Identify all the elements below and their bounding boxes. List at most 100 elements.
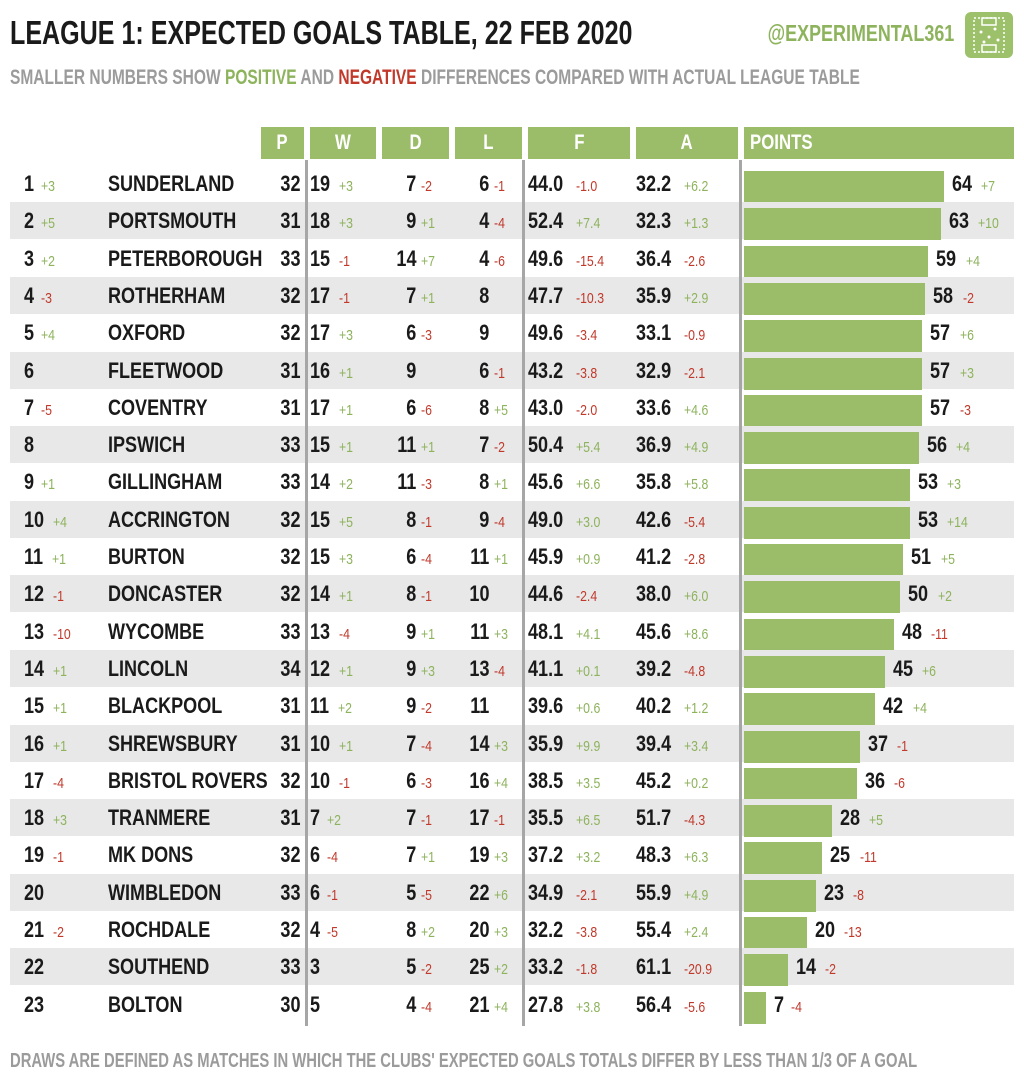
played-value: 32 xyxy=(279,917,300,942)
points-value: 37 xyxy=(867,730,888,756)
losses-num: 11 xyxy=(455,538,489,578)
wins-value: 19 xyxy=(310,171,331,196)
draws-cell: 9 xyxy=(382,352,452,389)
goals-against-value: 61.1 xyxy=(636,954,672,980)
losses-cell: 13 -4 xyxy=(455,650,525,687)
losses-value: 10 xyxy=(468,581,489,607)
rank-cell: 14 +1 xyxy=(24,650,104,687)
wins-cell: 12 +1 xyxy=(310,650,380,687)
goals-against-cell: 36.9 +4.9 xyxy=(636,426,736,463)
played-cell: 31 xyxy=(260,687,300,724)
wins-cell: 10 +1 xyxy=(310,725,380,762)
wins-cell: 17 +1 xyxy=(310,389,380,426)
draws-num: 9 xyxy=(382,687,416,727)
goals-against-cell: 42.6 -5.4 xyxy=(636,501,736,538)
rank-cell: 22 xyxy=(24,948,104,985)
goals-for-diff: -2.4 xyxy=(575,588,598,606)
wins-value: 14 xyxy=(310,581,331,607)
draws-num: 6 xyxy=(382,538,416,578)
draws-cell: 9 -2 xyxy=(382,687,452,724)
goals-for-value: 34.9 xyxy=(528,879,564,905)
goals-against-diff: +1.2 xyxy=(683,700,709,718)
col-header-d: D xyxy=(382,127,449,159)
author-handle: @EXPERIMENTAL361 xyxy=(767,20,954,46)
points-value: 53 xyxy=(917,469,938,495)
rank-value: 17 xyxy=(24,767,45,793)
points-diff: +7 xyxy=(981,178,996,195)
goals-for-diff: +6.5 xyxy=(575,812,601,830)
goals-against-cell: 35.9 +2.9 xyxy=(636,277,736,314)
goals-against-value: 35.9 xyxy=(636,282,672,308)
played-cell: 32 xyxy=(260,165,300,202)
goals-for-cell: 41.1 +0.1 xyxy=(528,650,628,687)
draws-num: 4 xyxy=(382,986,416,1026)
losses-num: 9 xyxy=(455,501,489,541)
team-value: WIMBLEDON xyxy=(108,879,222,905)
rank-value: 16 xyxy=(24,730,45,756)
draws-num: 9 xyxy=(382,202,416,242)
rank-value: 23 xyxy=(24,991,45,1017)
points-bar xyxy=(744,618,894,651)
goals-against-cell: 32.9 -2.1 xyxy=(636,352,736,389)
wins-cell: 15 +1 xyxy=(310,426,380,463)
wins-diff: +5 xyxy=(339,513,354,531)
goals-for-cell: 32.2 -3.8 xyxy=(528,911,628,948)
team-cell: IPSWICH xyxy=(108,426,268,463)
team-value: SOUTHEND xyxy=(108,954,210,980)
points-label: 53 +3 xyxy=(918,463,965,500)
losses-num: 21 xyxy=(455,986,489,1026)
rank-diff: -2 xyxy=(53,924,65,941)
points-label: 36 -6 xyxy=(865,762,908,799)
goals-against-diff: +6.0 xyxy=(683,588,709,606)
team-value: ROTHERHAM xyxy=(108,282,226,308)
draws-cell: 7 +1 xyxy=(382,836,452,873)
draws-diff: -3 xyxy=(421,327,432,345)
goals-for-cell: 43.0 -2.0 xyxy=(528,389,628,426)
team-cell: PORTSMOUTH xyxy=(108,202,268,239)
losses-diff: -4 xyxy=(494,662,505,680)
team-value: BLACKPOOL xyxy=(108,693,223,719)
wins-cell: 4 -5 xyxy=(310,911,380,948)
points-bar xyxy=(744,469,910,502)
losses-cell: 25 +2 xyxy=(455,948,525,985)
table-row: 18 +3 TRANMERE 31 7 +2 7 -1 17 -1 35.5 +6.5 51.7 -4.3… xyxy=(10,799,1014,838)
goals-against-cell: 39.4 +3.4 xyxy=(636,725,736,762)
table-row: 20 WIMBLEDON 33 6 -1 5 -5 22 +6 34.9 -2.1 55.9 +4.9 2… xyxy=(10,873,1014,912)
losses-diff: +3 xyxy=(494,625,509,643)
rank-cell: 12 -1 xyxy=(24,575,104,612)
points-label: 45 +6 xyxy=(893,650,940,687)
points-diff: -11 xyxy=(931,625,949,643)
goals-for-diff: +0.1 xyxy=(575,662,601,680)
team-value: BOLTON xyxy=(108,991,183,1017)
team-value: BURTON xyxy=(108,544,185,569)
team-cell: ROTHERHAM xyxy=(108,277,268,314)
team-cell: SHREWSBURY xyxy=(108,725,268,762)
goals-for-cell: 27.8 +3.8 xyxy=(528,986,628,1023)
goals-for-cell: 34.9 -2.1 xyxy=(528,874,628,911)
wins-diff: +3 xyxy=(339,327,354,345)
rank-diff: -1 xyxy=(53,588,65,606)
team-cell: TRANMERE xyxy=(108,799,268,836)
losses-num: 8 xyxy=(455,463,489,503)
rank-diff: +1 xyxy=(53,737,68,755)
goals-for-diff: +3.0 xyxy=(575,513,601,531)
wins-value: 10 xyxy=(310,767,331,793)
losses-diff: -1 xyxy=(494,812,505,830)
rank-diff: +1 xyxy=(53,662,68,680)
losses-num: 7 xyxy=(455,426,489,466)
points-diff: -13 xyxy=(843,924,862,941)
draws-value: 7 xyxy=(405,282,416,308)
team-cell: FLEETWOOD xyxy=(108,352,268,389)
team-value: COVENTRY xyxy=(108,394,208,420)
points-label: 14 -2 xyxy=(796,948,839,985)
goals-for-cell: 37.2 +3.2 xyxy=(528,836,628,873)
draws-value: 8 xyxy=(405,506,416,532)
goals-for-diff: +5.4 xyxy=(575,439,601,457)
rank-cell: 10 +4 xyxy=(24,501,104,538)
col-header-p: P xyxy=(261,127,304,159)
goals-for-value: 52.4 xyxy=(528,208,564,234)
table-row: 3 +2 PETERBOROUGH 33 15 -1 14 +7 4 -6 49.6 -15.4 36.… xyxy=(10,240,1014,278)
draws-diff: -5 xyxy=(421,886,432,904)
losses-num: 25 xyxy=(455,948,489,988)
wins-diff: +3 xyxy=(339,178,354,195)
